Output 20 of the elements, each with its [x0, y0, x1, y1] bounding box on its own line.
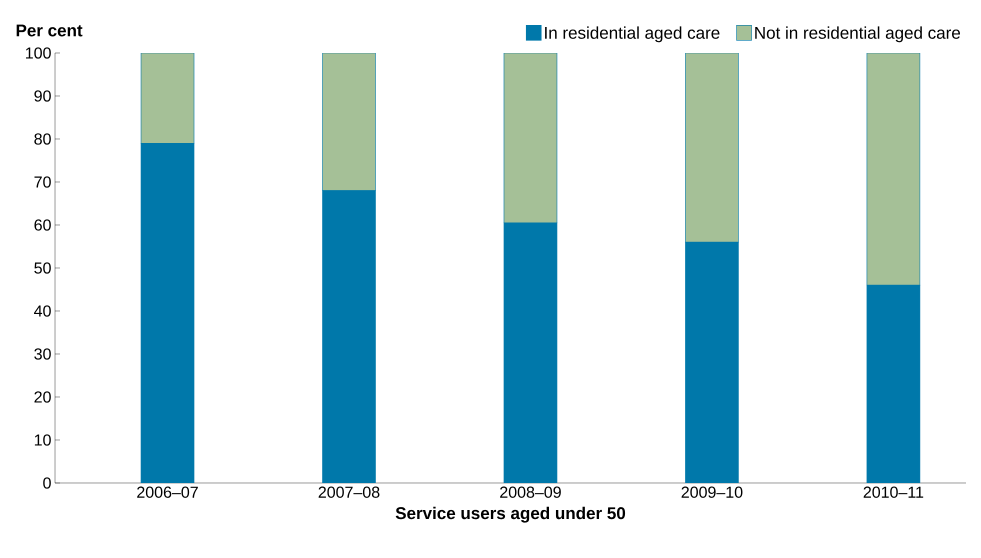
- y-tick-label: 20: [34, 391, 51, 403]
- x-tick-label: 2008–09: [500, 486, 561, 498]
- y-tick-label: 90: [34, 90, 51, 102]
- y-tick-label: 80: [34, 133, 51, 145]
- y-tick-label: 0: [43, 477, 51, 489]
- y-tick-label: 10: [34, 434, 51, 446]
- y-axis-title: Per cent: [16, 24, 82, 36]
- y-tick-label: 40: [34, 305, 51, 317]
- x-axis-title: Service users aged under 50: [396, 506, 626, 523]
- x-tick-label: 2007–08: [318, 486, 380, 498]
- legend-label: Not in residential aged care: [755, 26, 960, 42]
- x-tick-label: 2006–07: [137, 486, 198, 498]
- y-tick-label: 100: [26, 47, 51, 59]
- y-tick-label: 50: [34, 262, 51, 274]
- y-tick-label: 70: [34, 176, 51, 188]
- x-tick-label: 2010–11: [864, 486, 924, 498]
- x-tick-label: 2009–10: [682, 486, 742, 498]
- legend-label: In residential aged care: [545, 26, 720, 42]
- y-tick-label: 60: [34, 219, 51, 231]
- y-tick-label: 30: [34, 348, 51, 360]
